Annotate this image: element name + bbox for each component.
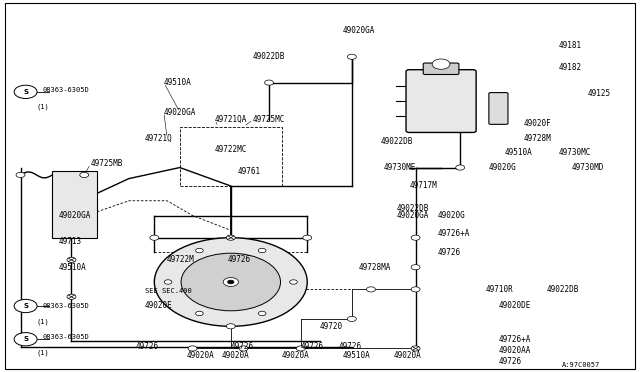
Text: 49020A: 49020A xyxy=(221,351,249,360)
Text: (1): (1) xyxy=(36,318,49,325)
Circle shape xyxy=(14,85,37,99)
Circle shape xyxy=(303,235,312,240)
FancyBboxPatch shape xyxy=(52,171,97,238)
Text: 49022DB: 49022DB xyxy=(381,137,413,146)
Circle shape xyxy=(188,346,197,351)
Circle shape xyxy=(14,333,37,346)
Text: 08363-6305D: 08363-6305D xyxy=(43,303,90,309)
Text: 49721Q: 49721Q xyxy=(145,134,173,142)
Text: 49726: 49726 xyxy=(135,342,158,351)
Text: 49020GA: 49020GA xyxy=(164,108,196,117)
Text: 49125: 49125 xyxy=(588,89,611,98)
Text: (1): (1) xyxy=(36,103,49,110)
Text: 08363-6305D: 08363-6305D xyxy=(43,87,90,93)
Circle shape xyxy=(290,280,298,284)
Text: 49730MC: 49730MC xyxy=(559,148,591,157)
Text: 49020DE: 49020DE xyxy=(499,301,531,311)
Circle shape xyxy=(154,238,307,326)
Circle shape xyxy=(432,59,450,69)
Circle shape xyxy=(196,311,204,316)
Text: 49020GA: 49020GA xyxy=(396,211,429,220)
Text: 49725MC: 49725MC xyxy=(253,115,285,124)
Text: 49020E: 49020E xyxy=(145,301,173,311)
Text: 49022DB: 49022DB xyxy=(546,285,579,294)
Text: 49717M: 49717M xyxy=(409,182,437,190)
Circle shape xyxy=(411,287,420,292)
Circle shape xyxy=(348,54,356,60)
Text: 49020A: 49020A xyxy=(394,351,421,360)
Text: S: S xyxy=(23,89,28,95)
Text: 49761: 49761 xyxy=(237,167,260,176)
Text: 49726: 49726 xyxy=(228,255,251,264)
Circle shape xyxy=(227,235,236,240)
FancyBboxPatch shape xyxy=(406,70,476,132)
Text: 49728M: 49728M xyxy=(524,134,552,142)
Text: 49726: 49726 xyxy=(301,342,324,351)
Circle shape xyxy=(67,257,76,262)
Text: 49725MB: 49725MB xyxy=(91,159,123,169)
Text: 49022DB: 49022DB xyxy=(253,52,285,61)
Circle shape xyxy=(196,248,204,253)
Circle shape xyxy=(367,287,376,292)
Text: 49730MD: 49730MD xyxy=(572,163,604,172)
Text: (1): (1) xyxy=(36,350,49,356)
Circle shape xyxy=(456,165,465,170)
Text: 49020AA: 49020AA xyxy=(499,346,531,355)
Text: 49726+A: 49726+A xyxy=(499,335,531,344)
Text: 49182: 49182 xyxy=(559,63,582,72)
Text: 49722MC: 49722MC xyxy=(215,145,247,154)
Text: 49022DB: 49022DB xyxy=(396,203,429,213)
Text: 49020A: 49020A xyxy=(282,351,310,360)
Text: 49020F: 49020F xyxy=(524,119,552,128)
Circle shape xyxy=(181,253,280,311)
Circle shape xyxy=(259,311,266,316)
Circle shape xyxy=(348,316,356,321)
Text: 49728MA: 49728MA xyxy=(358,263,390,272)
Circle shape xyxy=(14,299,37,312)
Text: S: S xyxy=(23,336,28,342)
Text: 49722M: 49722M xyxy=(167,255,195,264)
Text: 49720: 49720 xyxy=(320,322,343,331)
Text: 49713: 49713 xyxy=(59,237,82,246)
Circle shape xyxy=(150,235,159,240)
Circle shape xyxy=(239,346,248,351)
FancyBboxPatch shape xyxy=(489,93,508,124)
Circle shape xyxy=(296,346,305,351)
Text: 49726: 49726 xyxy=(438,248,461,257)
Text: SEE SEC.490: SEE SEC.490 xyxy=(145,288,191,294)
Text: 49510A: 49510A xyxy=(59,263,86,272)
Text: 49020G: 49020G xyxy=(489,163,516,172)
Text: 49020G: 49020G xyxy=(438,211,466,220)
FancyBboxPatch shape xyxy=(423,63,459,74)
Text: 49710R: 49710R xyxy=(486,285,513,294)
Circle shape xyxy=(223,278,239,286)
Text: 49181: 49181 xyxy=(559,41,582,50)
Circle shape xyxy=(264,80,273,85)
Circle shape xyxy=(411,264,420,270)
Text: 49726: 49726 xyxy=(499,357,522,366)
Text: 49726: 49726 xyxy=(339,342,362,351)
Text: 49510A: 49510A xyxy=(164,78,191,87)
Text: 49510A: 49510A xyxy=(342,351,370,360)
Text: 49721QA: 49721QA xyxy=(215,115,247,124)
Circle shape xyxy=(228,280,234,284)
Text: 49730ME: 49730ME xyxy=(384,163,416,172)
Circle shape xyxy=(67,294,76,299)
Circle shape xyxy=(227,324,236,329)
Circle shape xyxy=(80,172,89,177)
Text: 49726+A: 49726+A xyxy=(438,230,470,238)
Text: A:97C0057: A:97C0057 xyxy=(562,362,600,368)
Text: 49020A: 49020A xyxy=(186,351,214,360)
Circle shape xyxy=(164,280,172,284)
Circle shape xyxy=(16,172,25,177)
Text: 49510A: 49510A xyxy=(505,148,532,157)
Text: S: S xyxy=(23,303,28,309)
Text: 49020GA: 49020GA xyxy=(342,26,374,35)
Text: 08363-6305D: 08363-6305D xyxy=(43,334,90,340)
Text: 49020GA: 49020GA xyxy=(59,211,91,220)
Circle shape xyxy=(259,248,266,253)
Circle shape xyxy=(411,235,420,240)
Text: 49726: 49726 xyxy=(231,342,254,351)
Circle shape xyxy=(411,346,420,351)
